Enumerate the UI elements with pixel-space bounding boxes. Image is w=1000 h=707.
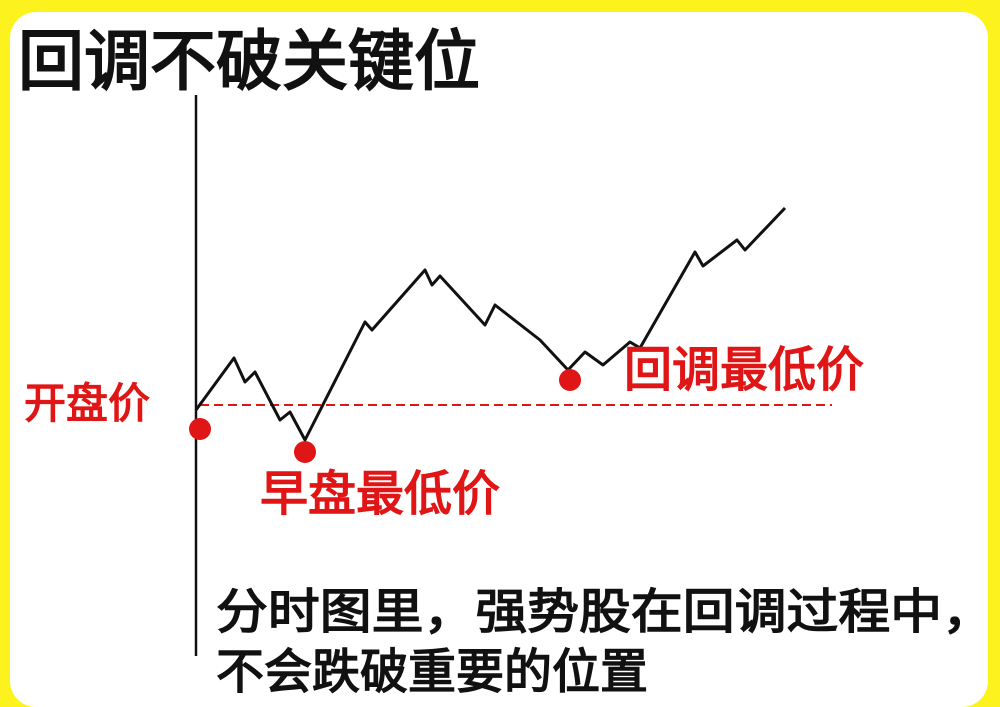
price-line [194, 206, 787, 442]
pullback-low-dot [559, 369, 581, 391]
caption-line: 不会跌破重要的位置 [216, 644, 648, 700]
card [10, 12, 988, 707]
open-price-label: 开盘价 [24, 379, 150, 428]
caption-line: 分时图里，强势股在回调过程中， [216, 584, 994, 640]
title: 回调不破关键位 [18, 23, 480, 100]
open-dot [189, 418, 211, 440]
morning-low-label: 早盘最低价 [260, 466, 500, 522]
morning-low-dot [294, 441, 316, 463]
pullback-low-label: 回调最低价 [624, 342, 864, 398]
